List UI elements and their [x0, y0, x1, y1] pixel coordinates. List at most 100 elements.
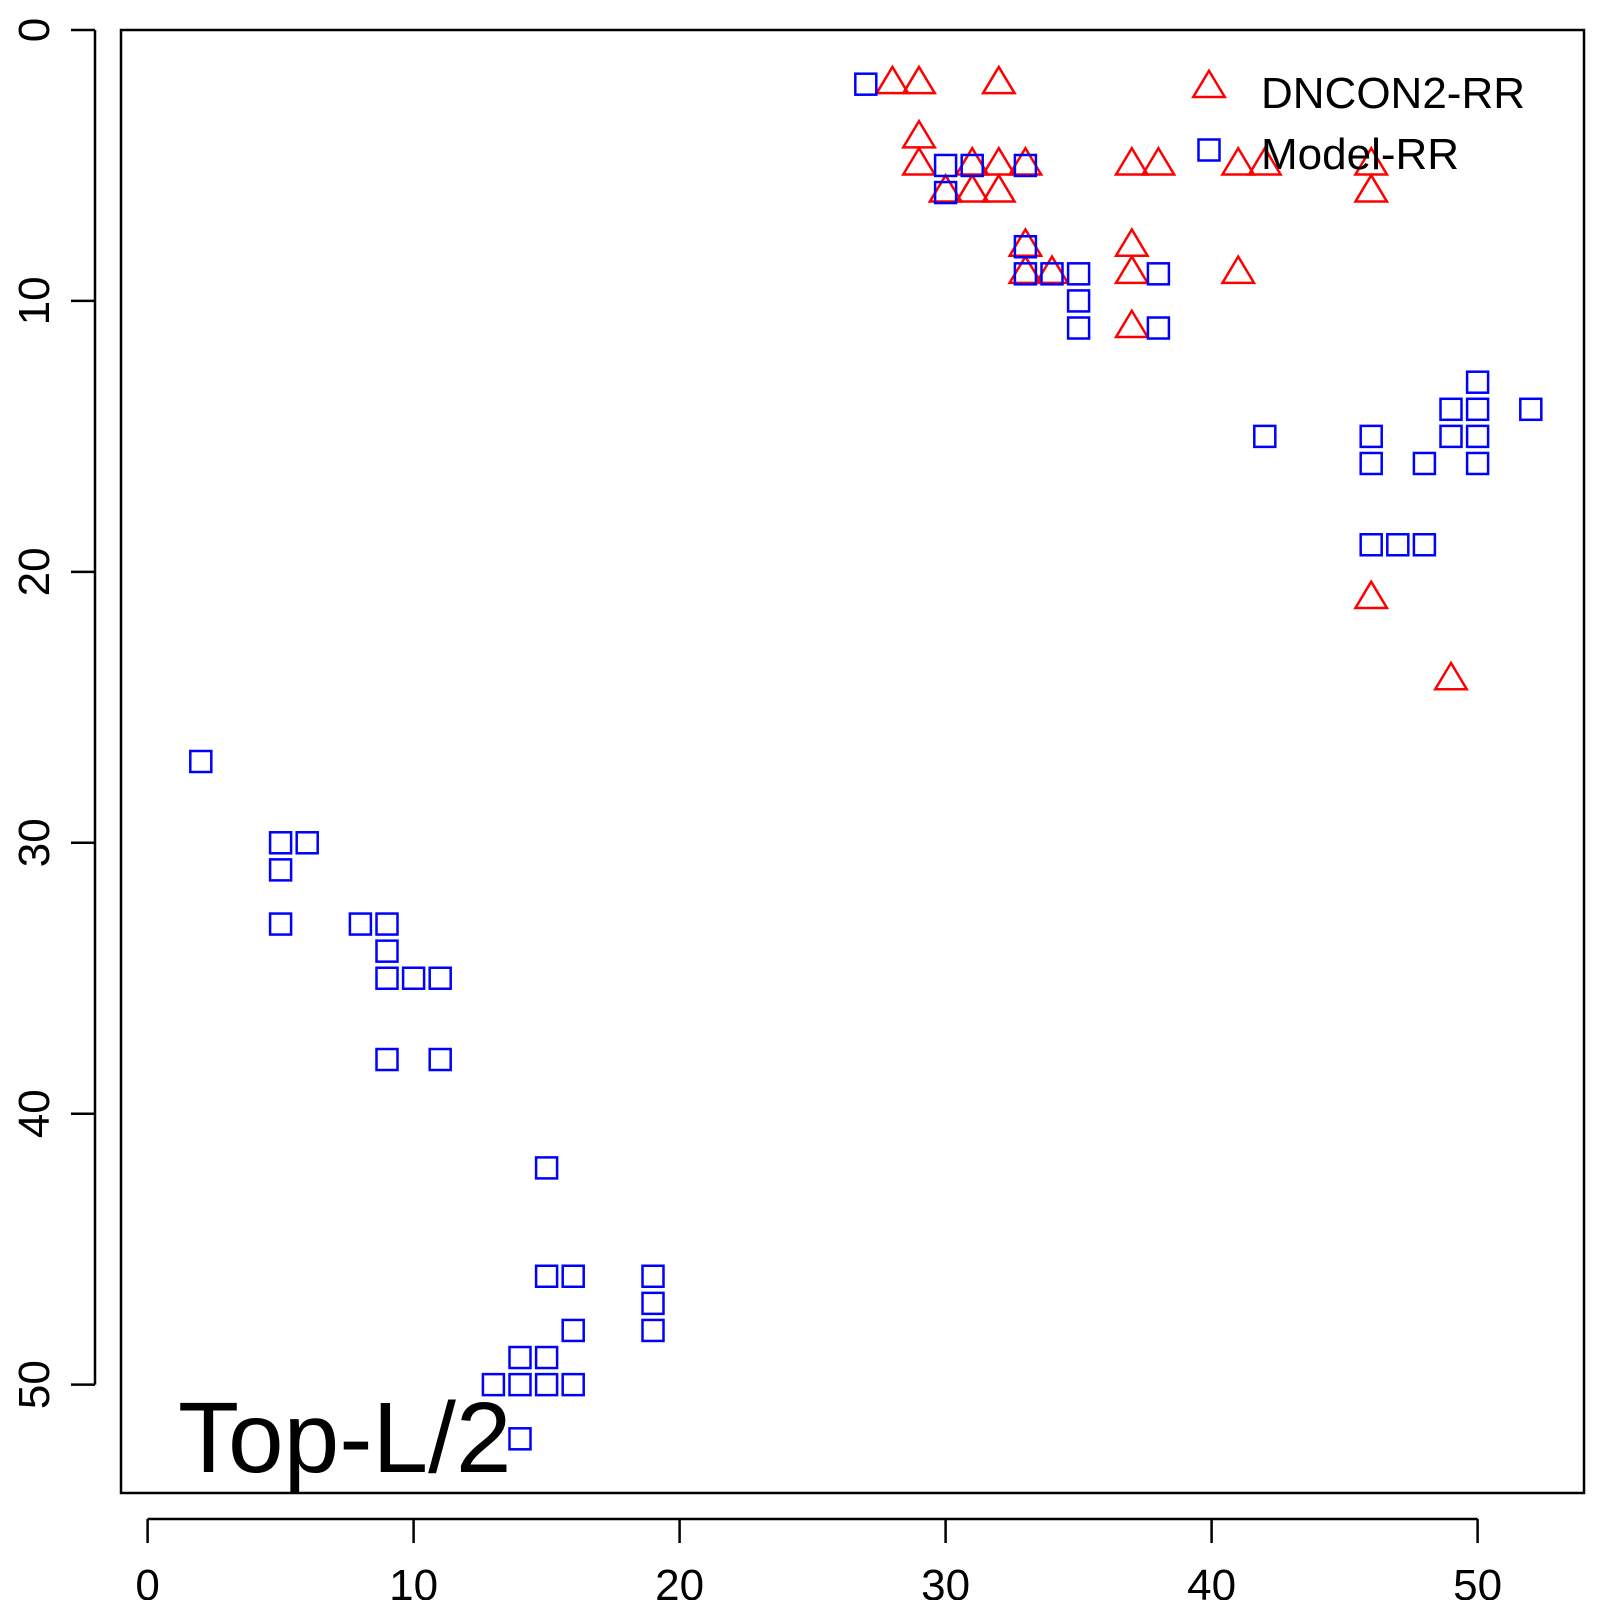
model-rr-point — [508, 1372, 532, 1397]
dncon2-rr-point — [1433, 660, 1469, 691]
model-rr-point — [1412, 451, 1437, 476]
legend-square-icon — [1197, 138, 1221, 162]
model-rr-point — [295, 831, 319, 855]
model-rr-point — [561, 1372, 585, 1397]
dncon2-rr-point — [954, 172, 991, 203]
dncon2-rr-point — [901, 118, 937, 149]
model-rr-point — [1412, 533, 1437, 557]
model-rr-point — [1465, 451, 1490, 476]
model-rr-point — [960, 153, 984, 178]
dncon2-rr-point — [1007, 145, 1044, 176]
dncon2-rr-point — [1113, 227, 1150, 257]
dncon2-rr-point — [874, 64, 911, 95]
y-tick-label: 20 — [10, 547, 59, 596]
model-rr-point — [1465, 397, 1490, 422]
x-tick-label: 30 — [921, 1561, 970, 1600]
model-rr-point — [508, 1345, 532, 1370]
model-rr-point — [534, 1345, 559, 1370]
dncon2-rr-point — [980, 145, 1017, 176]
model-rr-point — [1066, 262, 1091, 286]
x-tick-label: 50 — [1453, 1561, 1502, 1600]
dncon2-rr-point — [980, 64, 1017, 95]
model-rr-point — [1253, 424, 1277, 449]
model-rr-point — [401, 966, 426, 990]
model-rr-point — [268, 831, 293, 855]
x-tick-label: 10 — [389, 1561, 438, 1600]
model-rr-point — [508, 1427, 532, 1451]
legend-label-model-rr: Model-RR — [1261, 130, 1459, 179]
legend: DNCON2-RR Model-RR — [1191, 68, 1525, 179]
x-axis: 0 10 20 30 40 50 — [135, 1517, 1502, 1600]
model-rr-point — [1359, 533, 1383, 557]
plot-frame — [119, 28, 1586, 1495]
model-rr-point — [428, 1047, 452, 1072]
dncon2-rr-point — [1220, 145, 1257, 176]
x-tick-label: 0 — [135, 1561, 159, 1600]
y-tick-label: 0 — [10, 18, 59, 42]
model-rr-point — [348, 912, 373, 936]
x-tick-label: 20 — [655, 1561, 704, 1600]
model-rr-point — [1439, 424, 1463, 449]
model-rr-point — [854, 72, 878, 96]
dncon2-rr-point — [1113, 145, 1150, 176]
model-rr-point — [1386, 533, 1410, 557]
plot-annotation: Top-L/2 — [178, 1382, 512, 1494]
legend-triangle-icon — [1191, 68, 1227, 99]
y-axis: 0 10 20 30 40 50 — [10, 18, 97, 1409]
dncon2-rr-point — [901, 145, 937, 176]
model-rr-point — [933, 153, 958, 178]
model-rr-point — [641, 1264, 665, 1289]
model-rr-point — [268, 912, 293, 936]
dncon2-rr-point — [901, 64, 937, 95]
dncon2-rr-point — [927, 172, 964, 203]
model-rr-point — [933, 180, 958, 205]
y-tick-label: 10 — [10, 276, 59, 325]
model-rr-point — [534, 1156, 559, 1180]
model-rr-point — [1359, 451, 1383, 476]
data-points — [189, 64, 1543, 1451]
dncon2-rr-point — [1007, 254, 1044, 285]
y-tick-label: 30 — [10, 818, 59, 867]
model-rr-point — [1146, 316, 1171, 340]
y-tick-label: 50 — [10, 1360, 59, 1409]
dncon2-rr-point — [1140, 145, 1177, 176]
model-rr-point — [1013, 234, 1038, 259]
model-rr-point — [534, 1372, 559, 1397]
model-rr-point — [1066, 316, 1091, 340]
model-rr-point — [534, 1264, 559, 1289]
model-rr-point — [375, 939, 399, 963]
model-rr-point — [1013, 262, 1038, 286]
model-rr-point — [641, 1291, 665, 1316]
model-rr-point — [189, 749, 213, 774]
dncon2-rr-point — [1034, 254, 1070, 285]
dncon2-rr-point — [1220, 254, 1257, 285]
dncon2-rr-point — [1246, 145, 1283, 176]
model-rr-point — [1439, 397, 1463, 422]
model-rr-point — [1465, 370, 1490, 394]
model-rr-point — [375, 912, 399, 936]
model-rr-point — [561, 1264, 585, 1289]
legend-label-dncon2-rr: DNCON2-RR — [1261, 69, 1525, 118]
dncon2-rr-point — [1353, 579, 1390, 610]
dncon2-rr-point — [980, 172, 1017, 203]
model-rr-point — [375, 1047, 399, 1072]
series-model-rr — [189, 72, 1543, 1451]
model-rr-point — [1465, 424, 1490, 449]
model-rr-point — [1519, 397, 1543, 422]
model-rr-point — [561, 1318, 585, 1343]
series-dncon2-rr — [874, 64, 1469, 691]
model-rr-point — [428, 966, 452, 990]
model-rr-point — [268, 858, 293, 882]
model-rr-point — [1066, 289, 1091, 313]
dncon2-rr-point — [1353, 172, 1390, 203]
model-rr-point — [1040, 262, 1064, 286]
model-rr-point — [375, 966, 399, 990]
dncon2-rr-point — [1113, 254, 1150, 285]
model-rr-point — [1146, 262, 1171, 286]
model-rr-point — [1359, 424, 1383, 449]
model-rr-point — [481, 1372, 506, 1397]
y-tick-label: 40 — [10, 1089, 59, 1138]
x-tick-label: 40 — [1187, 1561, 1236, 1600]
model-rr-point — [1013, 153, 1038, 178]
